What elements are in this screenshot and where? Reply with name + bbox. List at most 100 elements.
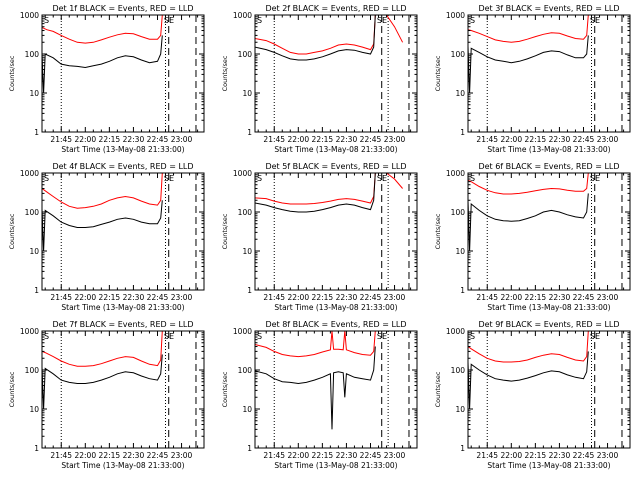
x-axis-label: Start Time (13-May-08 21:33:00) [61,145,184,154]
x-tick-label: 22:45 [573,451,595,460]
y-tick-label: 100 [238,50,253,59]
axes-frame [467,14,631,133]
corner-mark-left: S [470,332,475,341]
y-tick-label: 1000 [233,327,252,336]
x-tick-label: 23:00 [171,135,193,144]
x-tick-label: 22:30 [336,293,358,302]
panel-det-5: Det 5f BLACK = Events, RED = LLD 1 10 100 10… [221,162,418,312]
x-axis-label: Start Time (13-May-08 21:33:00) [274,145,397,154]
y-tick-label: 1 [34,286,39,295]
y-tick-label: 10 [29,247,39,256]
series-line-events [42,200,163,252]
panel-det-4: Det 4f BLACK = Events, RED = LLD 1 10 100 10… [8,162,205,312]
y-tick-label: 100 [25,208,40,217]
x-axis-label: Start Time (13-May-08 21:33:00) [487,145,610,154]
x-tick-label: 22:45 [147,451,169,460]
y-tick-label: 10 [455,405,465,414]
x-tick-label: 22:45 [360,451,382,460]
y-tick-label: 1 [247,128,252,137]
panel-title: Det 2f BLACK = Events, RED = LLD [265,4,406,13]
x-tick-label: 23:00 [597,135,619,144]
y-tick-label: 100 [451,208,466,217]
y-axis-label: Counts/sec [8,55,16,91]
x-tick-label: 22:00 [500,451,522,460]
x-tick-label: 21:45 [50,293,72,302]
panel-det-9: Det 9f BLACK = Events, RED = LLD 1 10 100 10… [434,320,631,470]
x-tick-label: 22:45 [360,293,382,302]
x-tick-label: 22:15 [312,135,334,144]
corner-mark-right: SE [590,16,600,25]
x-tick-label: 23:00 [597,293,619,302]
axes-frame [254,330,418,449]
axes-frame [41,330,205,449]
y-tick-label: 10 [455,89,465,98]
y-tick-label: 1000 [20,327,39,336]
axes-frame [41,172,205,291]
corner-mark-left: S [257,174,262,183]
y-tick-label: 1000 [20,11,39,20]
x-tick-label: 22:00 [74,135,96,144]
y-tick-label: 10 [242,405,252,414]
panel-det-6: Det 6f BLACK = Events, RED = LLD 1 10 100 10… [434,162,631,312]
series-line-lld [255,331,376,358]
panel-title: Det 3f BLACK = Events, RED = LLD [478,4,619,13]
y-axis-label: Counts/sec [434,213,442,249]
x-axis-label: Start Time (13-May-08 21:33:00) [274,303,397,312]
y-axis-label: Counts/sec [8,213,16,249]
y-axis-label: Counts/sec [221,371,229,407]
y-tick-label: 100 [238,366,253,375]
corner-mark-right: SE [164,174,174,183]
panel-det-7: Det 7f BLACK = Events, RED = LLD 1 10 100 10… [8,320,205,470]
y-tick-label: 100 [451,50,466,59]
x-tick-label: 22:15 [525,451,547,460]
plot-area [255,15,410,132]
y-tick-label: 1 [460,444,465,453]
x-tick-label: 22:15 [525,293,547,302]
x-tick-label: 22:15 [99,293,121,302]
x-tick-label: 23:00 [597,451,619,460]
series-line-lld [42,331,163,367]
x-tick-label: 22:30 [549,135,571,144]
x-tick-label: 22:30 [123,293,145,302]
plot-area [468,173,623,290]
x-tick-label: 22:30 [549,293,571,302]
plot-area [468,15,623,132]
x-tick-label: 22:00 [287,293,309,302]
plot-area [42,331,197,448]
plot-area [255,173,410,290]
y-tick-label: 100 [25,366,40,375]
y-tick-label: 100 [238,208,253,217]
x-tick-label: 21:45 [476,293,498,302]
y-tick-label: 10 [242,89,252,98]
axes-frame [41,14,205,133]
axes-frame [467,172,631,291]
y-tick-label: 1 [460,128,465,137]
panel-title: Det 9f BLACK = Events, RED = LLD [478,320,619,329]
panel-title: Det 6f BLACK = Events, RED = LLD [478,162,619,171]
x-axis-label: Start Time (13-May-08 21:33:00) [61,303,184,312]
corner-mark-left: S [44,16,49,25]
x-tick-label: 23:00 [384,451,406,460]
panels: Det 1f BLACK = Events, RED = LLD 1 10 100 10… [8,4,631,470]
x-tick-label: 22:00 [500,293,522,302]
plot-area [468,331,623,448]
panel-title: Det 1f BLACK = Events, RED = LLD [52,4,193,13]
x-tick-label: 21:45 [263,451,285,460]
panel-det-1: Det 1f BLACK = Events, RED = LLD 1 10 100 10… [8,4,205,154]
corner-mark-right: SE [377,16,387,25]
x-tick-label: 22:00 [500,135,522,144]
axes-frame [254,172,418,291]
x-tick-label: 21:45 [476,451,498,460]
x-tick-label: 22:15 [525,135,547,144]
panel-title: Det 8f BLACK = Events, RED = LLD [265,320,406,329]
series-line-events [42,354,163,410]
panel-det-2: Det 2f BLACK = Events, RED = LLD 1 10 100 10… [221,4,418,154]
x-tick-label: 22:45 [147,293,169,302]
panel-title: Det 7f BLACK = Events, RED = LLD [52,320,193,329]
x-tick-label: 22:00 [74,451,96,460]
y-tick-label: 10 [455,247,465,256]
corner-mark-left: S [257,16,262,25]
corner-mark-left: S [470,16,475,25]
panel-det-3: Det 3f BLACK = Events, RED = LLD 1 10 100 10… [434,4,631,154]
x-tick-label: 22:15 [312,451,334,460]
